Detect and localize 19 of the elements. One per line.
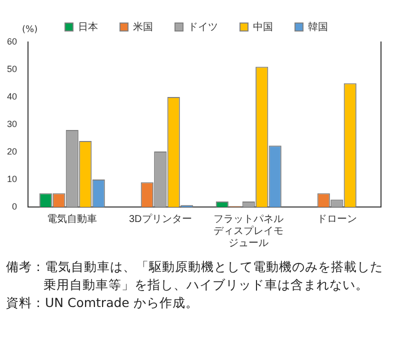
legend-label: ドイツ bbox=[188, 22, 218, 33]
y-axis-title: (%) bbox=[22, 24, 38, 35]
text: 資料：UN Comtrade から作成。 bbox=[6, 294, 200, 312]
legend-label: 米国 bbox=[133, 20, 153, 33]
y-tick-label: 60 bbox=[6, 36, 18, 46]
x-tick-label: 3Dプリンター bbox=[128, 212, 192, 225]
legend-label: 韓国 bbox=[308, 20, 328, 33]
y-tick-label: 0 bbox=[12, 201, 18, 212]
y-tick-label: 50 bbox=[6, 64, 18, 74]
y-tick-label: 10 bbox=[6, 174, 18, 184]
legend-label: 日本 bbox=[78, 20, 98, 33]
y-tick-label: 30 bbox=[6, 118, 18, 129]
x-tick-label: フラットパネルディスプレイモジュール bbox=[214, 214, 284, 249]
y-tick-label: 20 bbox=[6, 146, 18, 156]
y-tick-label: 40 bbox=[6, 91, 18, 102]
x-tick-label: ドローン bbox=[316, 214, 357, 225]
text: 備考：電気自動車は、「駆動原動機として電動機のみを搭載した乗用自動車等」を指し、ハイブリッド車は含まれない。 bbox=[6, 258, 384, 294]
x-tick-label: 電気自動車 bbox=[47, 212, 98, 225]
legend-label: 中国 bbox=[253, 20, 273, 33]
